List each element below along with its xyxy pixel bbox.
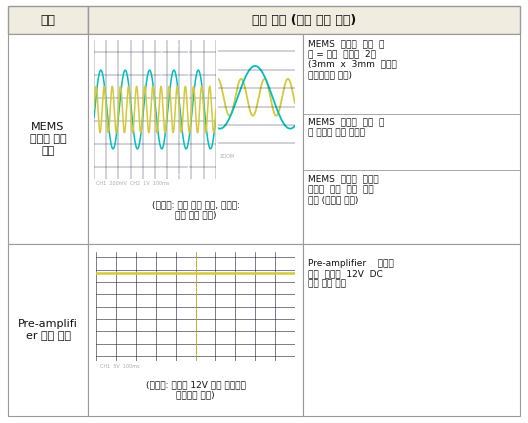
Text: MEMS
스캐너 신호
인가: MEMS 스캐너 신호 인가: [30, 122, 67, 156]
Text: 측정 결과 (최종 구동 보드): 측정 결과 (최종 구동 보드): [252, 14, 356, 27]
Text: 항목: 항목: [41, 14, 55, 27]
Text: MEMS  스캐너  인가  전
압 = 입력  전압의  2배
(3mm  x  3mm  크기의
영상획득을 위함): MEMS 스캐너 인가 전 압 = 입력 전압의 2배 (3mm x 3mm 크…: [308, 39, 397, 79]
Bar: [161, 45, 188, 174]
Bar: [8, 34, 88, 244]
Text: ZOOM: ZOOM: [219, 154, 234, 159]
Text: 12V: 12V: [200, 260, 214, 269]
Text: Pre-amplifier    구동을
위해  필요한  12V  DC
전압 출력 확인: Pre-amplifier 구동을 위해 필요한 12V DC 전압 출력 확인: [308, 259, 394, 289]
Bar: [8, 6, 88, 34]
Bar: [88, 34, 303, 244]
Bar: [8, 244, 88, 416]
Text: (노란선: 보드 입력 신호, 파란선:
보드 출력 신호): (노란선: 보드 입력 신호, 파란선: 보드 출력 신호): [152, 200, 240, 220]
Text: Pre-amplifi
er 전압 인가: Pre-amplifi er 전압 인가: [18, 319, 78, 341]
Text: MEMS  스캐너  동작의
연속성  확인  결과  이상
없음 (동영상 촬영): MEMS 스캐너 동작의 연속성 확인 결과 이상 없음 (동영상 촬영): [308, 175, 379, 204]
Bar: [303, 244, 520, 416]
Bar: [88, 244, 303, 416]
Text: CH1  5V  100ms: CH1 5V 100ms: [100, 364, 139, 368]
Bar: [303, 34, 520, 244]
Text: CH1  200mV  CH2  1V  100ms: CH1 200mV CH2 1V 100ms: [97, 181, 170, 186]
Text: (노란선: 보드의 12V 출력 단자에서
출력되는 전압): (노란선: 보드의 12V 출력 단자에서 출력되는 전압): [146, 380, 246, 399]
Text: MEMS  스캐너  인가  신
호 노이즈 레벨 최소화: MEMS 스캐너 인가 신 호 노이즈 레벨 최소화: [308, 118, 384, 137]
Bar: [88, 6, 520, 34]
